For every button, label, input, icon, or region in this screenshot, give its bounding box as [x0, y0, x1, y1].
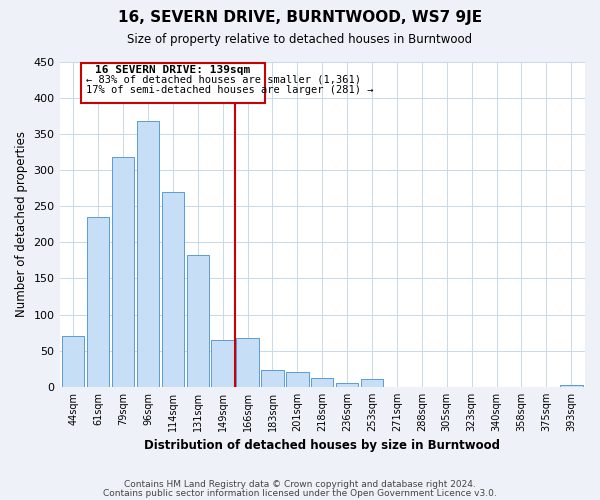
Text: 17% of semi-detached houses are larger (281) →: 17% of semi-detached houses are larger (… [86, 86, 373, 96]
Bar [87, 217, 109, 387]
Y-axis label: Number of detached properties: Number of detached properties [15, 131, 28, 317]
Bar [336, 384, 358, 387]
Bar [261, 370, 284, 387]
Bar [161, 192, 184, 387]
Bar [311, 378, 334, 387]
Text: 16, SEVERN DRIVE, BURNTWOOD, WS7 9JE: 16, SEVERN DRIVE, BURNTWOOD, WS7 9JE [118, 10, 482, 25]
Bar [286, 372, 308, 387]
Bar [62, 336, 85, 387]
Text: Contains HM Land Registry data © Crown copyright and database right 2024.: Contains HM Land Registry data © Crown c… [124, 480, 476, 489]
Text: Contains public sector information licensed under the Open Government Licence v3: Contains public sector information licen… [103, 488, 497, 498]
X-axis label: Distribution of detached houses by size in Burntwood: Distribution of detached houses by size … [144, 440, 500, 452]
Text: ← 83% of detached houses are smaller (1,361): ← 83% of detached houses are smaller (1,… [86, 74, 361, 85]
Bar [112, 157, 134, 387]
Text: 16 SEVERN DRIVE: 139sqm: 16 SEVERN DRIVE: 139sqm [95, 65, 250, 75]
Bar [560, 386, 583, 387]
Bar [236, 338, 259, 387]
Bar [211, 340, 234, 387]
Bar [187, 254, 209, 387]
Bar [137, 121, 159, 387]
Bar [361, 379, 383, 387]
FancyBboxPatch shape [81, 63, 265, 102]
Text: Size of property relative to detached houses in Burntwood: Size of property relative to detached ho… [127, 32, 473, 46]
